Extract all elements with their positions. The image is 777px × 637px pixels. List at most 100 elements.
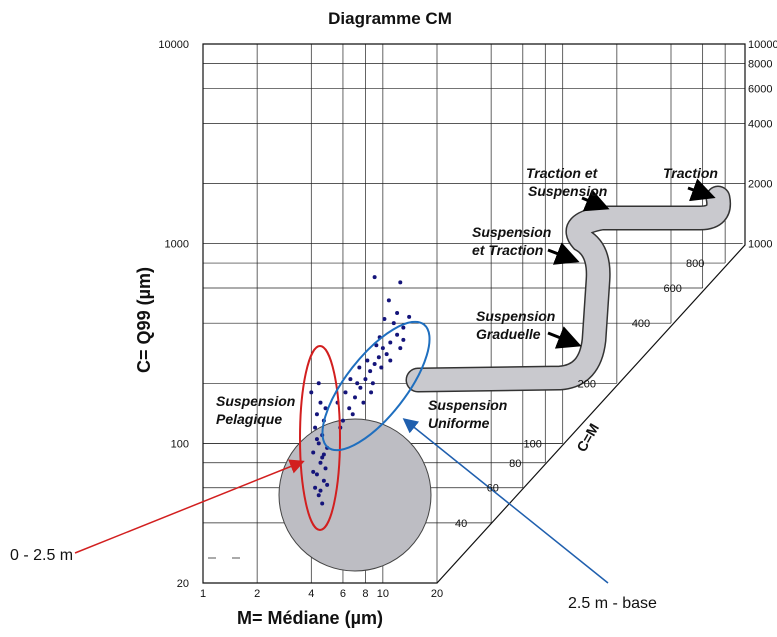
point [316, 381, 321, 386]
point [318, 460, 323, 465]
point [323, 406, 328, 411]
point [398, 346, 403, 351]
x-tick-label: 1 [200, 588, 206, 600]
red-arrow [74, 459, 305, 554]
point [320, 501, 325, 506]
point [365, 358, 370, 363]
y-tick-label: 20 [177, 578, 189, 590]
point [343, 390, 348, 395]
annotation: Suspension [472, 224, 551, 240]
point [379, 365, 384, 370]
point [320, 455, 325, 460]
point [318, 400, 323, 405]
point [350, 412, 355, 417]
point [355, 381, 360, 386]
annotation: Pelagique [216, 411, 282, 427]
blue-arrow [402, 418, 609, 584]
y2-tick-label: 10000 [748, 39, 777, 51]
diag-tick-label: 60 [487, 483, 499, 495]
point [372, 275, 377, 280]
point [340, 418, 345, 423]
x-axis-label: M= Médiane (µm) [237, 608, 383, 628]
y-tick-label: 100 [171, 438, 189, 450]
point [313, 425, 318, 430]
diag-tick-label: 800 [686, 258, 704, 270]
annotation: Suspension [528, 183, 607, 199]
annotation: Graduelle [476, 326, 541, 342]
y2-tick-label: 8000 [748, 58, 772, 70]
point [313, 485, 318, 490]
diag-tick-label: 100 [524, 438, 542, 450]
label-arrows [547, 178, 716, 349]
annotation: Traction [663, 165, 718, 181]
x-tick-label: 2 [254, 588, 260, 600]
annotation: Suspension [476, 308, 555, 324]
point [318, 488, 323, 493]
point [401, 337, 406, 342]
point [316, 441, 321, 446]
point [382, 316, 387, 321]
diag-label: C=M [573, 421, 602, 455]
y2-tick-label: 4000 [748, 118, 772, 130]
point [311, 450, 316, 455]
point [352, 395, 357, 400]
diag-tick-label: 200 [578, 378, 596, 390]
y2-tick-label: 2000 [748, 179, 772, 191]
diag-tick-label: 80 [509, 458, 521, 470]
point [374, 343, 379, 348]
chart-title: Diagramme CM [328, 9, 452, 28]
point [384, 352, 389, 357]
point [323, 466, 328, 471]
x-tick-label: 10 [377, 588, 389, 600]
frame [202, 43, 746, 584]
red-ellipse [299, 345, 341, 531]
point [368, 369, 373, 374]
diag-tick-label: 400 [632, 318, 650, 330]
y2-tick-label: 6000 [748, 83, 772, 95]
point [388, 358, 393, 363]
point [388, 340, 393, 345]
pelagic-zone [278, 418, 432, 572]
point [325, 482, 330, 487]
point [314, 437, 319, 442]
x-tick-label: 20 [431, 588, 443, 600]
point [321, 478, 326, 483]
point [372, 361, 377, 366]
point [369, 390, 374, 395]
point [398, 280, 403, 285]
tube [407, 187, 730, 391]
point [347, 406, 352, 411]
point [316, 493, 321, 498]
point [314, 472, 319, 477]
point [358, 385, 363, 390]
annotation: et Traction [472, 242, 543, 258]
point [348, 377, 353, 382]
point [357, 365, 362, 370]
point [401, 325, 406, 330]
point [309, 390, 314, 395]
point [363, 377, 368, 382]
point [391, 321, 396, 326]
x-tick-label: 4 [308, 588, 314, 600]
point [376, 355, 381, 360]
point [395, 332, 400, 337]
callout-label: 2.5 m - base [568, 595, 657, 612]
y2-tick-label: 1000 [748, 239, 772, 251]
diag-tick-label: 600 [663, 283, 681, 295]
point [361, 400, 366, 405]
point [321, 452, 326, 457]
point [370, 381, 375, 386]
blue-ellipse [321, 320, 431, 452]
point [395, 310, 400, 315]
annotation: Uniforme [428, 415, 490, 431]
diag-tick-label: 40 [455, 518, 467, 530]
annotation: Suspension [216, 393, 295, 409]
point [407, 314, 412, 319]
point [314, 412, 319, 417]
annotation: Suspension [428, 397, 507, 413]
point [386, 298, 391, 303]
point [380, 346, 385, 351]
callout-label: 0 - 2.5 m [10, 547, 73, 564]
y-tick-label: 10000 [158, 39, 189, 51]
